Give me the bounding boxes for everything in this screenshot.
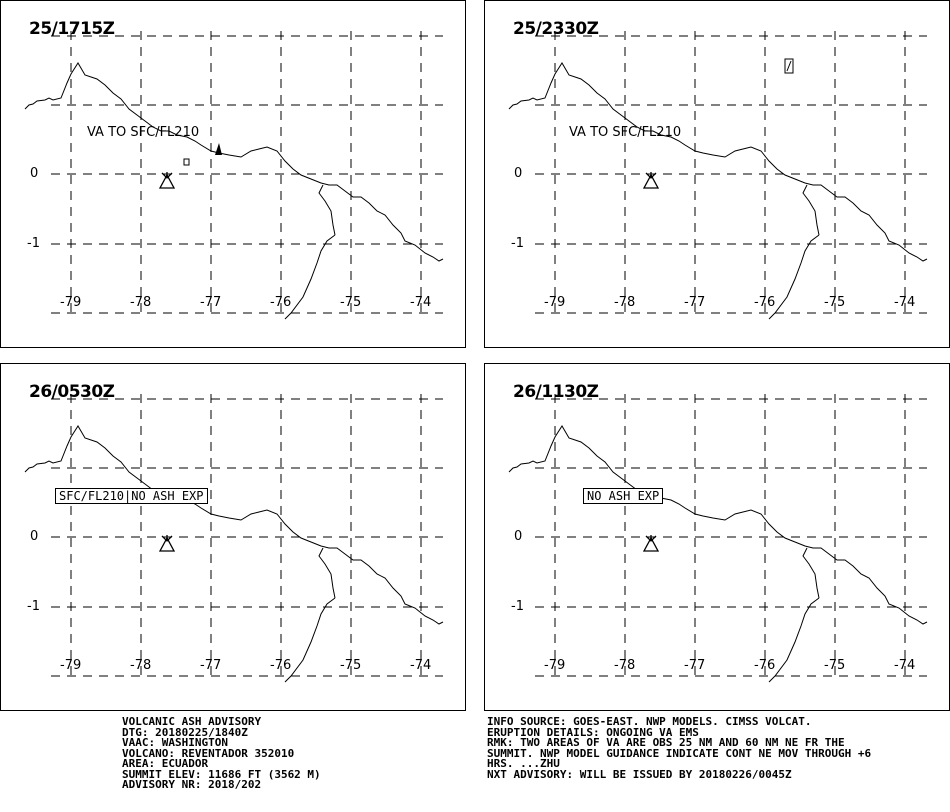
coastline [24, 425, 444, 683]
map-panel-3: 26/0530Z SFC/FL210|NO ASH EXP 0 -1 -79 -78 -… [0, 363, 466, 711]
volcano-icon [642, 535, 660, 552]
longitude-label: -75 [824, 658, 846, 673]
longitude-label: -79 [60, 658, 82, 673]
ash-label: VA TO SFC/FL210 [87, 125, 200, 140]
longitude-label: -77 [200, 295, 222, 310]
border-path [318, 547, 336, 599]
advisory-area: AREA: ECUADOR [122, 757, 209, 770]
panel-time: 26/1130Z [513, 382, 599, 402]
coastline [24, 62, 444, 320]
coastline-path [508, 425, 928, 625]
longitude-label: -78 [130, 658, 152, 673]
longitude-label: -78 [614, 295, 636, 310]
longitude-label: -74 [410, 295, 432, 310]
map-canvas-4 [508, 394, 928, 683]
border-path [802, 184, 820, 236]
coastline-path [508, 62, 928, 262]
longitude-label: -75 [824, 295, 846, 310]
coastline-path [24, 62, 444, 262]
longitude-label: -74 [894, 295, 916, 310]
latitude-label: 0 [30, 166, 39, 181]
latitude-label: 0 [30, 529, 39, 544]
advisory-eruption: ERUPTION DETAILS: ONGOING VA EMS [487, 725, 699, 739]
ash-label: NO ASH EXP [583, 488, 664, 504]
panel-time: 26/0530Z [29, 382, 115, 402]
longitude-label: -76 [270, 658, 292, 673]
graticule [51, 394, 443, 677]
border-path [768, 234, 820, 320]
volcano-plume [161, 535, 173, 542]
latitude-label: -1 [27, 236, 40, 251]
ash-label: VA TO SFC/FL210 [569, 125, 682, 140]
longitude-label: -79 [544, 295, 566, 310]
advisory-next: NXT ADVISORY: WILL BE ISSUED BY 20180226… [487, 767, 792, 781]
longitude-label: -76 [754, 658, 776, 673]
advisory-remark: RMK: TWO AREAS OF VA ARE OBS 25 NM AND 6… [487, 736, 845, 749]
longitude-label: -74 [410, 658, 432, 673]
longitude-label: -77 [200, 658, 222, 673]
volcano-icon [158, 172, 176, 189]
coastline [508, 425, 928, 683]
volcano-icon [158, 535, 176, 552]
longitude-label: -75 [340, 295, 362, 310]
longitude-label: -74 [894, 658, 916, 673]
coastline-path [24, 425, 444, 625]
advisory-remark: HRS. ...ZHU [487, 757, 560, 770]
graticule [51, 31, 443, 314]
map-panel-2: 25/2330Z VA TO SFC/FL210 0 -1 -79 -78 -77 -76… [484, 0, 950, 348]
longitude-label: -79 [544, 658, 566, 673]
volcano-triangle [642, 536, 660, 552]
longitude-label: -78 [614, 658, 636, 673]
border-path [284, 234, 336, 320]
longitude-label: -77 [684, 658, 706, 673]
map-canvas-1 [24, 31, 444, 320]
graticule [535, 31, 927, 314]
volcano-triangle [642, 173, 660, 189]
border-path [284, 597, 336, 683]
volcano-plume [161, 172, 173, 179]
longitude-label: -76 [270, 295, 292, 310]
longitude-label: -76 [754, 295, 776, 310]
latitude-label: -1 [511, 599, 524, 614]
map-panel-4: 26/1130Z NO ASH EXP 0 -1 -79 -78 -77 -76 -75 -7… [484, 363, 950, 711]
ash-area-outline [183, 158, 190, 166]
advisory-vaac: VAAC: WASHINGTON [122, 736, 228, 749]
advisory-title: VOLCANIC ASH ADVISORY [122, 715, 262, 728]
advisory-right: INFO SOURCE: GOES-EAST. NWP MODELS. CIMS… [487, 715, 872, 781]
latitude-label: 0 [514, 529, 523, 544]
panel-time: 25/1715Z [29, 19, 115, 39]
advisory-number: ADVISORY NR: 2018/202 [122, 778, 262, 791]
volcano-plume [645, 172, 657, 179]
border-path [768, 597, 820, 683]
advisory-info-source: INFO SOURCE: GOES-EAST. NWP MODELS. CIMS… [487, 715, 812, 728]
longitude-label: -78 [130, 295, 152, 310]
longitude-label: -77 [684, 295, 706, 310]
latitude-label: -1 [27, 599, 40, 614]
panel-time: 25/2330Z [513, 19, 599, 39]
longitude-label: -79 [60, 295, 82, 310]
ash-area-outline [784, 58, 794, 74]
coastline [508, 62, 928, 320]
map-panel-1: 25/1715Z VA TO SFC/FL210 0 -1 -79 -78 -77 -76… [0, 0, 466, 348]
volcano-plume [645, 535, 657, 542]
advisory-dtg: DTG: 20180225/1840Z [122, 725, 248, 739]
advisory-summit: SUMMIT ELEV: 11686 FT (3562 M) [122, 767, 321, 781]
graticule [535, 394, 927, 677]
border-path [318, 184, 336, 236]
advisory-remark: SUMMIT. NWP MODEL GUIDANCE INDICATE CONT… [487, 746, 872, 760]
volcano-triangle [158, 173, 176, 189]
latitude-label: 0 [514, 166, 523, 181]
map-canvas-3 [24, 394, 444, 683]
volcano-triangle [158, 536, 176, 552]
volcano-icon [642, 172, 660, 189]
ash-area-outline [215, 143, 222, 155]
advisory-left: VOLCANIC ASH ADVISORY DTG: 20180225/1840Z… [122, 715, 321, 791]
longitude-label: -75 [340, 658, 362, 673]
latitude-label: -1 [511, 236, 524, 251]
map-canvas-2 [508, 31, 928, 320]
border-path [802, 547, 820, 599]
advisory-volcano: VOLCANO: REVENTADOR 352010 [122, 746, 295, 760]
ash-label: SFC/FL210|NO ASH EXP [55, 488, 208, 504]
